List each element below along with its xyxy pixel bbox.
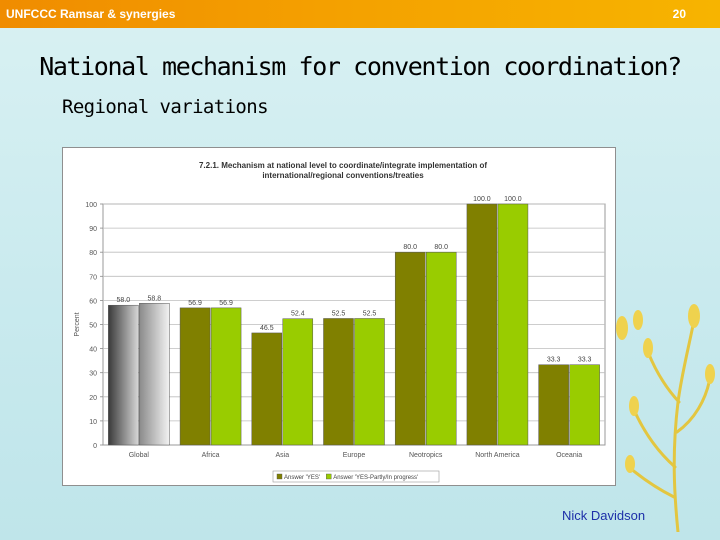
bar-data-label: 58.8: [148, 295, 162, 302]
bar: [139, 303, 170, 446]
x-tick-label: Africa: [202, 452, 220, 459]
x-tick-label: North America: [475, 452, 519, 459]
plant-decoration-icon: [616, 304, 715, 532]
top-banner: UNFCCC Ramsar & synergies 20: [0, 0, 720, 28]
y-tick-label: 10: [89, 419, 97, 426]
bar: [108, 304, 139, 446]
chart-title-line: international/regional conventions/treat…: [262, 171, 424, 180]
bar: [251, 332, 283, 446]
bar: [282, 318, 314, 446]
y-axis-label: Percent: [74, 312, 81, 336]
bar: [466, 203, 498, 446]
x-tick-label: Oceania: [556, 452, 582, 459]
y-tick-label: 90: [89, 226, 97, 233]
y-tick-label: 70: [89, 274, 97, 281]
chart-title: 7.2.1. Mechanism at national level to co…: [199, 161, 487, 180]
y-tick-label: 80: [89, 250, 97, 257]
bar-data-label: 56.9: [188, 300, 202, 307]
bar: [394, 251, 426, 446]
bar-data-label: 80.0: [434, 244, 448, 251]
y-tick-label: 0: [93, 443, 97, 450]
legend-box: [272, 470, 440, 483]
bar: [179, 307, 211, 446]
bar-data-label: 52.5: [332, 310, 346, 317]
bar-data-label: 52.4: [291, 311, 305, 318]
bar-data-label: 33.3: [547, 357, 561, 364]
y-tick-label: 20: [89, 395, 97, 402]
legend-entry: Answer 'YES-Partly/In progress': [333, 475, 418, 481]
bar-data-label: 52.5: [363, 310, 377, 317]
bar: [425, 251, 457, 446]
chart-title-line: 7.2.1. Mechanism at national level to co…: [199, 161, 487, 170]
y-tick-label: 60: [89, 298, 97, 305]
y-tick-label: 30: [89, 371, 97, 378]
slide-headline: National mechanism for convention coordi…: [39, 52, 682, 81]
x-tick-label: Neotropics: [409, 452, 443, 459]
y-tick-label: 50: [89, 323, 97, 330]
bar-data-label: 58.0: [117, 297, 131, 304]
bar: [354, 318, 385, 446]
bar: [497, 203, 529, 446]
bar: [569, 364, 600, 446]
legend-swatch: [326, 473, 332, 480]
x-tick-label: Europe: [343, 452, 366, 459]
chart-frame: 7.2.1. Mechanism at national level to co…: [62, 147, 616, 486]
bar-data-label: 33.3: [578, 357, 592, 364]
bar: [210, 307, 242, 446]
y-tick-label: 40: [89, 347, 97, 354]
legend-entry: Answer 'YES': [284, 475, 320, 481]
y-tick-label: 100: [85, 202, 97, 209]
bar-data-label: 56.9: [219, 300, 233, 307]
bar-data-label: 46.5: [260, 325, 274, 332]
slide-number: 20: [672, 7, 686, 21]
bar-data-label: 100.0: [473, 196, 491, 203]
bar-data-label: 100.0: [504, 196, 522, 203]
author-credit: Nick Davidson: [562, 508, 646, 523]
bar-chart: 7.2.1. Mechanism at national level to co…: [74, 161, 606, 483]
presentation-title: UNFCCC Ramsar & synergies: [6, 7, 176, 21]
legend-swatch: [276, 473, 283, 480]
bar: [323, 318, 354, 446]
bar: [538, 364, 569, 446]
slide-subheadline: Regional variations: [62, 96, 269, 118]
x-tick-label: Asia: [275, 452, 289, 459]
bar-data-label: 80.0: [403, 244, 417, 251]
x-tick-label: Global: [129, 452, 150, 459]
